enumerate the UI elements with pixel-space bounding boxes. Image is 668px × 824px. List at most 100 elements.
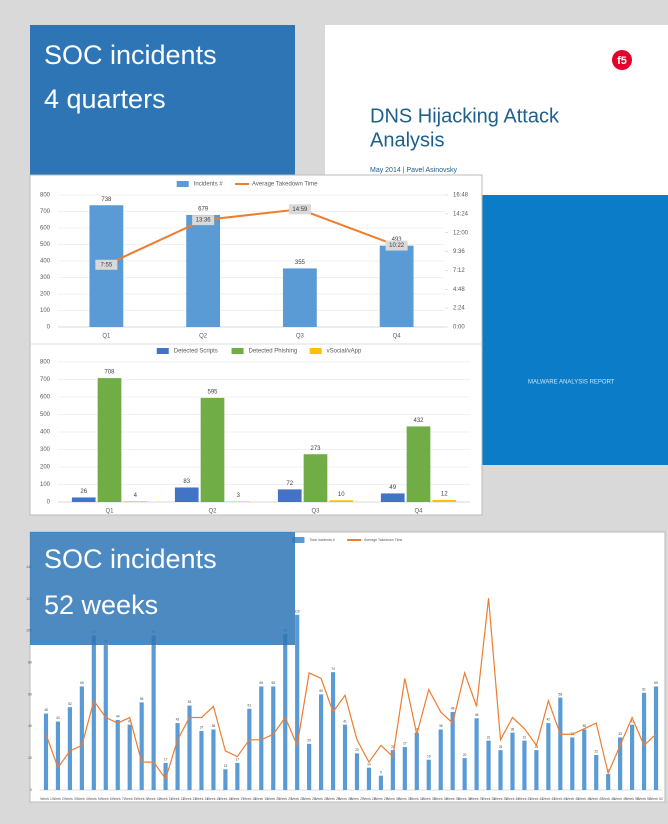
x-tick-label: Week 5: [88, 797, 100, 801]
label: SOC incidents: [44, 544, 217, 574]
bar: [534, 750, 538, 790]
bar: [498, 750, 502, 790]
data-label: 27: [403, 742, 407, 746]
x-tick-label: Week 3: [64, 797, 76, 801]
bar: [271, 686, 275, 790]
y-tick-label: 300: [40, 447, 51, 453]
data-label: 17: [236, 758, 240, 762]
data-label: 72: [286, 481, 293, 487]
label: 52 weeks: [44, 590, 158, 620]
bar: [199, 731, 203, 790]
y-tick-label: 300: [40, 275, 51, 281]
legend-label: Average Takedown Time: [364, 538, 402, 542]
data-label: 708: [104, 370, 115, 376]
data-label: 55: [140, 697, 144, 701]
bar: [582, 729, 586, 790]
y-tick-label: 100: [40, 482, 51, 488]
bar: [630, 725, 634, 790]
data-label: 355: [295, 260, 306, 266]
data-label: 738: [101, 197, 112, 203]
legend-swatch: [177, 181, 189, 187]
bar: [343, 725, 347, 790]
x-tick-label: Q1: [102, 334, 111, 340]
data-label: 29: [307, 738, 311, 742]
y-tick-label: 20: [28, 756, 32, 760]
bar: [128, 725, 132, 790]
data-label: 65: [260, 681, 264, 685]
bar: [186, 215, 220, 327]
x-tick-label: Q3: [296, 334, 305, 340]
bar: [654, 686, 658, 790]
legend-label: Incidents #: [194, 182, 224, 188]
bar: [56, 722, 60, 790]
bar: [201, 398, 225, 502]
data-label: 42: [176, 718, 180, 722]
doc-title: DNS Hijacking Attack: [370, 105, 560, 127]
data-label: 31: [523, 735, 527, 739]
y-tick-label: 600: [40, 395, 51, 401]
bar: [355, 753, 359, 790]
y2-tick-label: 16:48: [453, 193, 469, 199]
data-label: 14:59: [292, 207, 308, 213]
bar: [475, 718, 479, 790]
legend-label: vSocial/vApp: [327, 349, 362, 355]
bar: [522, 741, 526, 790]
bar: [510, 733, 514, 790]
bar: [226, 501, 250, 502]
legend-swatch: [310, 348, 322, 354]
data-label: 23: [355, 748, 359, 752]
y-tick-label: 400: [40, 259, 51, 265]
y-tick-label: 100: [40, 308, 51, 314]
data-label: 12: [441, 491, 448, 497]
y-tick-label: 40: [28, 724, 32, 728]
data-label: 44: [116, 715, 120, 719]
bar: [140, 702, 144, 790]
legend-swatch: [157, 348, 169, 354]
y2-tick-label: 0:00: [453, 325, 465, 331]
bar: [403, 747, 407, 790]
bar: [175, 487, 199, 502]
bar: [235, 763, 239, 790]
legend-label: Detected Scripts: [174, 349, 218, 355]
bar: [98, 378, 122, 502]
data-label: 61: [642, 687, 646, 691]
bar: [558, 698, 562, 790]
bar: [295, 615, 299, 790]
bar: [116, 720, 120, 790]
x-tick-label: Week 1: [40, 797, 52, 801]
data-label: 60: [319, 689, 323, 693]
bar: [594, 755, 598, 790]
data-label: 51: [248, 703, 252, 707]
x-tick-label: Q2: [208, 509, 217, 515]
x-tick-label: Week 6: [100, 797, 112, 801]
bar: [546, 723, 550, 790]
x-tick-label: Week 2: [52, 797, 64, 801]
data-label: 48: [44, 708, 48, 712]
y-tick-label: 700: [40, 209, 51, 215]
y-tick-label: 800: [40, 193, 51, 199]
data-label: 432: [413, 418, 424, 424]
y-tick-label: 80: [28, 660, 32, 664]
data-label: 9: [380, 770, 382, 774]
x-tick-label: Week 4: [76, 797, 88, 801]
y-tick-label: 200: [40, 292, 51, 298]
bar: [68, 707, 72, 790]
x-tick-label: Q1: [105, 509, 114, 515]
doc-footer: MALWARE ANALYSIS REPORT: [528, 380, 615, 386]
data-label: 65: [271, 681, 275, 685]
y2-tick-label: 12:00: [453, 230, 469, 236]
bar: [278, 489, 302, 502]
bar: [606, 774, 610, 790]
data-label: 595: [207, 389, 218, 395]
y2-tick-label: 7:12: [453, 268, 465, 274]
data-label: 13:36: [196, 218, 212, 224]
bar: [211, 729, 215, 790]
data-label: 7:55: [101, 262, 113, 268]
data-label: 41: [343, 719, 347, 723]
y-tick-label: 500: [40, 412, 51, 418]
bar: [367, 768, 371, 790]
bar: [175, 723, 179, 790]
data-label: 273: [310, 446, 321, 452]
bar: [331, 672, 335, 790]
doc-title: Analysis: [370, 129, 444, 151]
